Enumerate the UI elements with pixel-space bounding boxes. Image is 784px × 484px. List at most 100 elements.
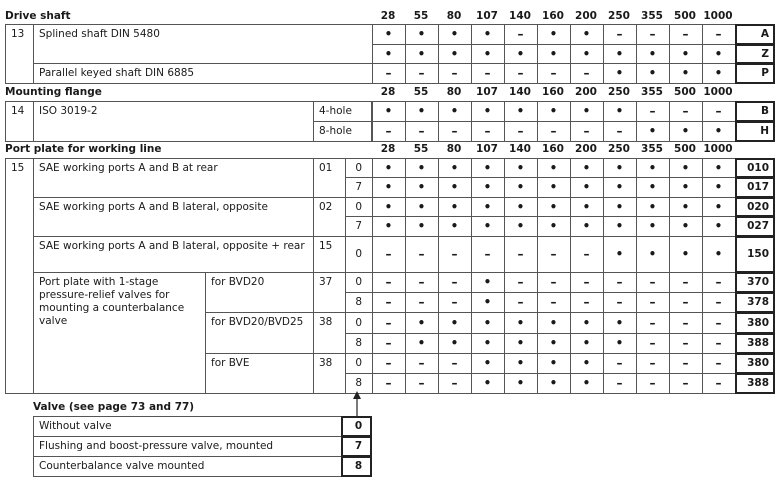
mark-dash: – — [404, 373, 439, 394]
mark-dot: • — [602, 333, 637, 354]
size-header: 80 — [446, 85, 462, 98]
group-label: Splined shaft DIN 5480 — [33, 24, 373, 64]
mark-dot: • — [536, 373, 571, 394]
mark-dot: • — [470, 292, 505, 313]
mark-dash: – — [701, 24, 736, 45]
mark-dot: • — [503, 353, 538, 374]
mark-dot: • — [602, 216, 637, 237]
valve-label: Counterbalance valve mounted — [33, 456, 342, 477]
mark-dash: – — [371, 236, 406, 273]
order-code: 027 — [735, 216, 775, 237]
mark-dash: – — [371, 121, 406, 142]
mark-dash: – — [536, 63, 571, 84]
mark-dash: – — [503, 121, 538, 142]
size-header: 250 — [608, 9, 630, 22]
size-header: 140 — [509, 143, 531, 155]
group-option: 37 — [313, 272, 346, 313]
size-header: 1000 — [703, 85, 733, 98]
mark-dot: • — [437, 333, 472, 354]
mark-dash: – — [635, 353, 670, 374]
mark-dot: • — [668, 158, 703, 178]
mark-dash: – — [404, 121, 439, 142]
size-header: 140 — [509, 9, 531, 22]
order-code: B — [735, 101, 775, 122]
option: 0 — [345, 312, 373, 334]
mark-dot: • — [668, 216, 703, 237]
mark-dash: – — [470, 121, 505, 142]
order-code: 388 — [735, 333, 775, 354]
mark-dash: – — [437, 272, 472, 293]
mark-dot: • — [569, 44, 604, 64]
mark-dash: – — [371, 292, 406, 313]
size-header: 1000 — [703, 143, 733, 155]
size-header: 250 — [608, 143, 630, 155]
mark-dot: • — [437, 177, 472, 198]
mark-dash: – — [503, 63, 538, 84]
mark-dot: • — [536, 158, 571, 178]
order-code: 380 — [735, 353, 775, 374]
mark-dot: • — [371, 197, 406, 217]
mark-dot: • — [404, 158, 439, 178]
mark-dot: • — [470, 24, 505, 45]
mark-dot: • — [536, 216, 571, 237]
mark-dot: • — [701, 236, 736, 273]
mark-dash: – — [404, 292, 439, 313]
sub-label: for BVD20 — [205, 272, 314, 313]
mark-dot: • — [503, 44, 538, 64]
mark-dash: – — [503, 236, 538, 273]
mark-dash: – — [635, 101, 670, 122]
mark-dash: – — [371, 373, 406, 394]
order-code: 388 — [735, 373, 775, 394]
mark-dot: • — [437, 197, 472, 217]
option: 7 — [345, 216, 373, 237]
size-header: 28 — [380, 9, 396, 22]
mark-dot: • — [536, 24, 571, 45]
mark-dash: – — [437, 236, 472, 273]
mark-dot: • — [503, 177, 538, 198]
size-header: 55 — [413, 85, 429, 98]
mark-dot: • — [602, 236, 637, 273]
mark-dash: – — [701, 292, 736, 313]
mark-dot: • — [503, 373, 538, 394]
mark-dot: • — [470, 312, 505, 334]
mark-dot: • — [470, 353, 505, 374]
mark-dot: • — [569, 333, 604, 354]
group-label: SAE working ports A and B lateral, oppos… — [33, 197, 314, 237]
mark-dot: • — [701, 197, 736, 217]
mark-dot: • — [437, 158, 472, 178]
mark-dash: – — [536, 121, 571, 142]
mark-dash: – — [470, 63, 505, 84]
order-code: H — [735, 121, 775, 142]
group-label: ISO 3019-2 — [33, 101, 314, 142]
valve-code: 8 — [341, 456, 372, 477]
mark-dash: – — [437, 373, 472, 394]
mark-dot: • — [536, 177, 571, 198]
mark-dot: • — [404, 44, 439, 64]
valve-code: 0 — [341, 416, 372, 437]
mark-dash: – — [602, 373, 637, 394]
order-code: 378 — [735, 292, 775, 313]
mark-dot: • — [470, 177, 505, 198]
mark-dot: • — [437, 24, 472, 45]
item-number: 15 — [5, 158, 34, 394]
mark-dash: – — [635, 292, 670, 313]
size-header: 107 — [476, 9, 498, 22]
size-header: 250 — [608, 85, 630, 98]
mark-dot: • — [404, 216, 439, 237]
order-code: Z — [735, 44, 775, 64]
group-label: Parallel keyed shaft DIN 6885 — [33, 63, 373, 84]
mark-dot: • — [503, 158, 538, 178]
mark-dash: – — [569, 121, 604, 142]
option: 0 — [345, 236, 373, 273]
size-header: 80 — [446, 9, 462, 22]
mark-dot: • — [602, 312, 637, 334]
mark-dot: • — [536, 101, 571, 122]
mark-dot: • — [668, 121, 703, 142]
mark-dot: • — [404, 101, 439, 122]
size-header: 55 — [413, 9, 429, 22]
size-header: 55 — [413, 143, 429, 155]
mark-dot: • — [569, 312, 604, 334]
size-header: 140 — [509, 85, 531, 98]
mark-dash: – — [668, 312, 703, 334]
